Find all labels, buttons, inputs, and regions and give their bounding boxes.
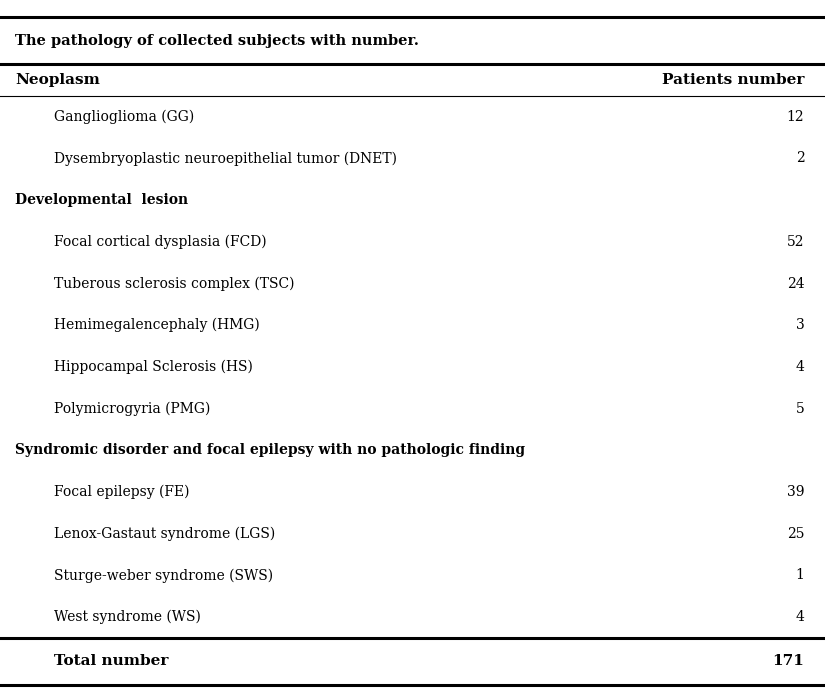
Text: Patients number: Patients number <box>662 73 804 87</box>
Text: 4: 4 <box>795 360 804 374</box>
Text: Syndromic disorder and focal epilepsy with no pathologic finding: Syndromic disorder and focal epilepsy wi… <box>15 443 525 457</box>
Text: 25: 25 <box>787 527 804 541</box>
Text: 1: 1 <box>795 569 804 582</box>
Text: 52: 52 <box>787 235 804 249</box>
Text: Ganglioglioma (GG): Ganglioglioma (GG) <box>54 110 194 124</box>
Text: Lenox-Gastaut syndrome (LGS): Lenox-Gastaut syndrome (LGS) <box>54 527 275 541</box>
Text: 3: 3 <box>795 318 804 332</box>
Text: 2: 2 <box>795 152 804 165</box>
Text: Neoplasm: Neoplasm <box>15 73 100 87</box>
Text: Focal cortical dysplasia (FCD): Focal cortical dysplasia (FCD) <box>54 235 266 249</box>
Text: Hippocampal Sclerosis (HS): Hippocampal Sclerosis (HS) <box>54 360 252 374</box>
Text: Hemimegalencephaly (HMG): Hemimegalencephaly (HMG) <box>54 318 259 332</box>
Text: Dysembryoplastic neuroepithelial tumor (DNET): Dysembryoplastic neuroepithelial tumor (… <box>54 152 397 165</box>
Text: West syndrome (WS): West syndrome (WS) <box>54 610 200 624</box>
Text: 4: 4 <box>795 610 804 624</box>
Text: 24: 24 <box>787 277 804 291</box>
Text: 39: 39 <box>787 485 804 499</box>
Text: Focal epilepsy (FE): Focal epilepsy (FE) <box>54 485 189 499</box>
Text: Developmental  lesion: Developmental lesion <box>15 193 188 207</box>
Text: 5: 5 <box>795 402 804 416</box>
Text: Total number: Total number <box>54 654 168 669</box>
Text: 12: 12 <box>787 110 804 124</box>
Text: Polymicrogyria (PMG): Polymicrogyria (PMG) <box>54 402 210 416</box>
Text: Tuberous sclerosis complex (TSC): Tuberous sclerosis complex (TSC) <box>54 277 295 291</box>
Text: Sturge-weber syndrome (SWS): Sturge-weber syndrome (SWS) <box>54 569 273 582</box>
Text: 171: 171 <box>772 654 804 669</box>
Text: The pathology of collected subjects with number.: The pathology of collected subjects with… <box>15 33 419 48</box>
